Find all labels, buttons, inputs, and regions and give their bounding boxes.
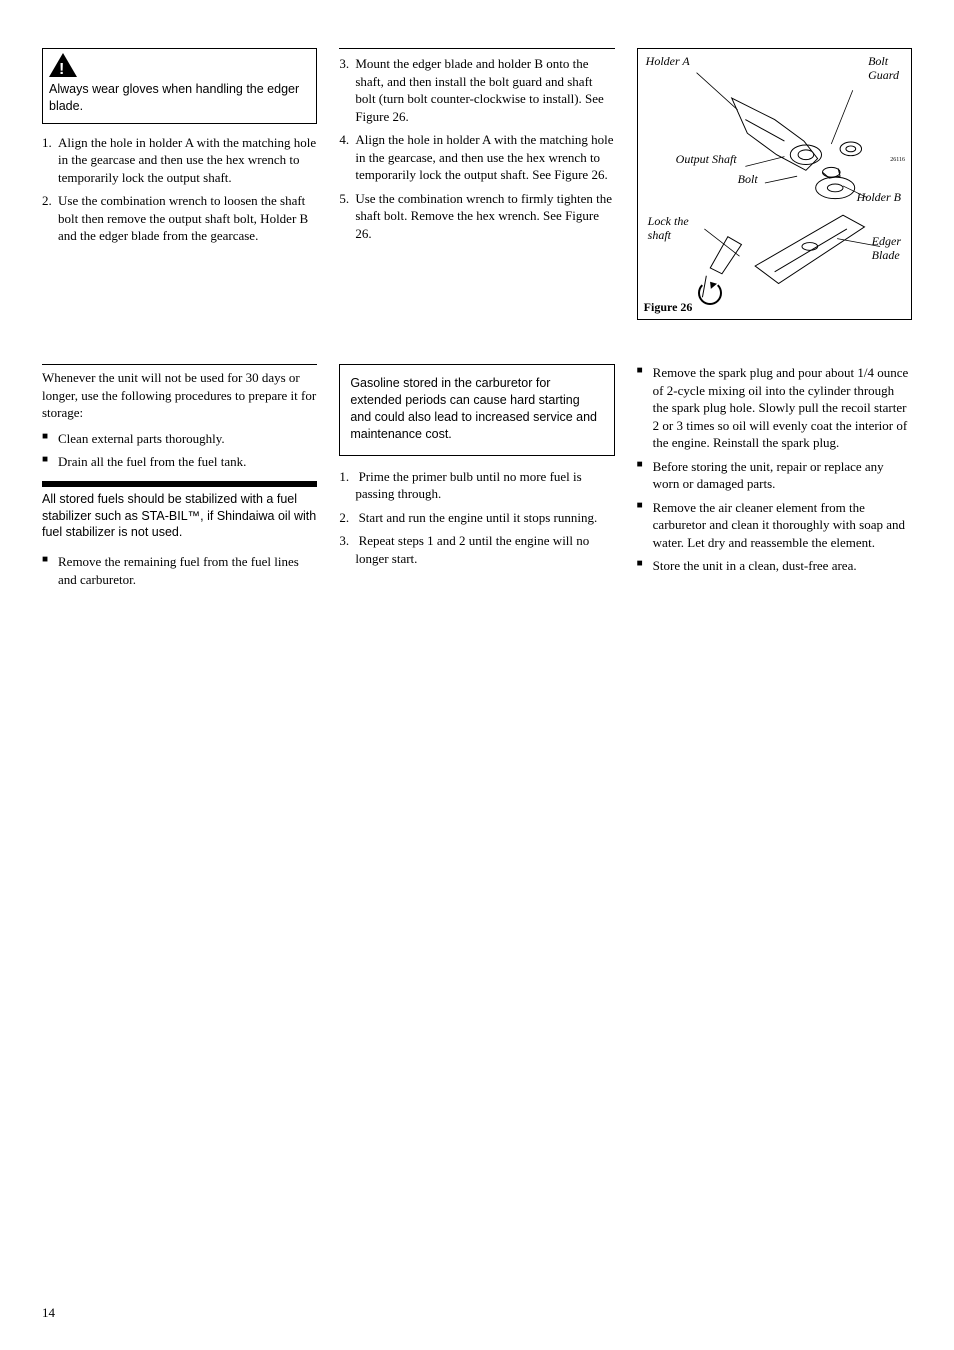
bullet-item: Remove the air cleaner element from the … (637, 499, 912, 552)
step-item: 1.Align the hole in holder A with the ma… (42, 134, 317, 187)
step-item: 5.Use the combination wrench to firmly t… (339, 190, 614, 243)
col-2: Gasoline stored in the carburetor for ex… (339, 364, 614, 594)
step-text: Prime the primer bulb until no more fuel… (355, 469, 581, 502)
label-bolt-guard: Bolt Guard (868, 55, 899, 83)
steps-left: 1.Align the hole in holder A with the ma… (42, 134, 317, 245)
gasoline-warning-box: Gasoline stored in the carburetor for ex… (339, 364, 614, 456)
section-storage: Whenever the unit will not be used for 3… (42, 364, 912, 594)
col-1: Whenever the unit will not be used for 3… (42, 364, 317, 594)
warning-text: Always wear gloves when handling the edg… (49, 81, 310, 115)
col-2: 3.Mount the edger blade and holder B ont… (339, 48, 614, 320)
label-holder-a: Holder A (646, 55, 690, 69)
bullet-item: Drain all the fuel from the fuel tank. (42, 453, 317, 471)
step-text: Start and run the engine until it stops … (359, 510, 598, 525)
rule (339, 48, 614, 49)
bullets-b: Remove the remaining fuel from the fuel … (42, 553, 317, 588)
figure-small-num: 26116 (890, 157, 905, 164)
section-blade-replacement: Always wear gloves when handling the edg… (42, 48, 912, 320)
bullet-text: Drain all the fuel from the fuel tank. (58, 454, 246, 469)
bullet-text: Remove the air cleaner element from the … (653, 500, 905, 550)
step-item: 2.Use the combination wrench to loosen t… (42, 192, 317, 245)
warning-box: Always wear gloves when handling the edg… (42, 48, 317, 124)
intro-text: Whenever the unit will not be used for 3… (42, 364, 317, 422)
step-item: 1. Prime the primer bulb until no more f… (339, 468, 614, 503)
bullet-text: Clean external parts thoroughly. (58, 431, 225, 446)
step-item: 2. Start and run the engine until it sto… (339, 509, 614, 527)
page-content: Always wear gloves when handling the edg… (42, 48, 912, 594)
bullet-item: Remove the spark plug and pour about 1/4… (637, 364, 912, 452)
figure-26-diagram (638, 49, 911, 319)
bullet-text: Remove the remaining fuel from the fuel … (58, 554, 299, 587)
step-item: 3.Mount the edger blade and holder B ont… (339, 55, 614, 125)
bullet-item: Before storing the unit, repair or repla… (637, 458, 912, 493)
step-item: 4.Align the hole in holder A with the ma… (339, 131, 614, 184)
step-text: Align the hole in holder A with the matc… (355, 132, 613, 182)
bullet-text: Store the unit in a clean, dust-free are… (653, 558, 857, 573)
important-rule (42, 481, 317, 487)
step-text: Align the hole in holder A with the matc… (58, 135, 316, 185)
bullet-item: Remove the remaining fuel from the fuel … (42, 553, 317, 588)
steps-middle: 3.Mount the edger blade and holder B ont… (339, 55, 614, 242)
label-lock-shaft: Lock the shaft (648, 215, 689, 243)
label-holder-b: Holder B (857, 191, 901, 205)
bullets-col3: Remove the spark plug and pour about 1/4… (637, 364, 912, 575)
col-3-figure: Holder A Bolt Guard Output Shaft Bolt Ho… (637, 48, 912, 320)
lock-arrow-icon (698, 281, 722, 305)
step-text: Use the combination wrench to loosen the… (58, 193, 308, 243)
warning-triangle-icon (49, 53, 77, 77)
bullet-item: Clean external parts thoroughly. (42, 430, 317, 448)
figure-caption: Figure 26 (644, 299, 693, 315)
important-text: All stored fuels should be stabilized wi… (42, 491, 317, 542)
figure-26: Holder A Bolt Guard Output Shaft Bolt Ho… (637, 48, 912, 320)
step-text: Use the combination wrench to firmly tig… (355, 191, 612, 241)
bullets-a: Clean external parts thoroughly. Drain a… (42, 430, 317, 471)
bullet-text: Before storing the unit, repair or repla… (653, 459, 884, 492)
steps-storage: 1. Prime the primer bulb until no more f… (339, 468, 614, 568)
col-3: Remove the spark plug and pour about 1/4… (637, 364, 912, 594)
label-bolt: Bolt (738, 173, 758, 187)
bullet-item: Store the unit in a clean, dust-free are… (637, 557, 912, 575)
col-1: Always wear gloves when handling the edg… (42, 48, 317, 320)
page-number: 14 (42, 1304, 55, 1322)
label-output-shaft: Output Shaft (676, 153, 737, 167)
step-item: 3. Repeat steps 1 and 2 until the engine… (339, 532, 614, 567)
step-text: Repeat steps 1 and 2 until the engine wi… (355, 533, 589, 566)
bullet-text: Remove the spark plug and pour about 1/4… (653, 365, 909, 450)
label-edger-blade: Edger Blade (872, 235, 901, 263)
step-text: Mount the edger blade and holder B onto … (355, 56, 604, 124)
